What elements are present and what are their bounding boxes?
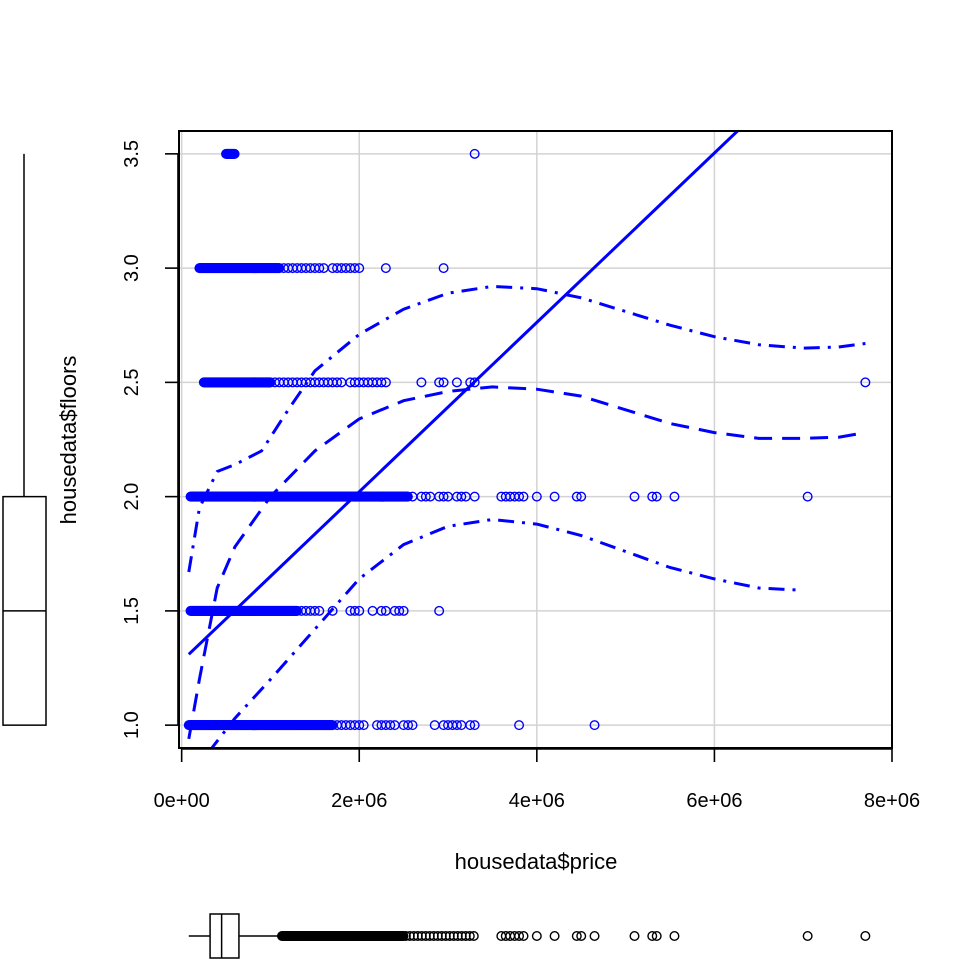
linear-fit-line — [187, 131, 739, 656]
data-point — [420, 491, 431, 502]
data-point — [651, 491, 662, 502]
data-point — [469, 377, 480, 388]
x-tick-label: 4e+06 — [509, 790, 565, 812]
data-point — [465, 377, 476, 388]
boxplot-price-outlier — [669, 931, 680, 942]
data-point — [314, 605, 325, 616]
y-tick-label: 3.0 — [121, 254, 143, 282]
boxplot-price-outlier — [464, 931, 475, 942]
y-axis: 1.0 1.5 2.0 2.5 3.0 3.5 — [121, 140, 179, 739]
data-point — [380, 377, 391, 388]
data-point — [451, 720, 462, 731]
data-point — [514, 720, 525, 731]
data-point — [647, 491, 658, 502]
plot-frame — [178, 130, 893, 749]
x-tick-label: 8e+06 — [864, 790, 920, 812]
data-point — [860, 377, 871, 388]
data-point — [332, 377, 343, 388]
boxplot-price-outlier — [514, 931, 525, 942]
data-point — [354, 263, 365, 274]
y-tick-label: 2.5 — [121, 368, 143, 396]
data-point — [380, 263, 391, 274]
y-tick-label: 1.0 — [121, 711, 143, 739]
data-point — [469, 491, 480, 502]
data-point — [469, 720, 480, 731]
boxplot-price-outlier — [860, 931, 871, 942]
boxplot-price — [188, 913, 871, 959]
data-point — [802, 491, 813, 502]
data-point — [358, 720, 369, 731]
boxplot-price-box — [209, 913, 240, 959]
data-point — [354, 720, 365, 731]
x-tick-label: 0e+00 — [154, 790, 210, 812]
data-point — [531, 491, 542, 502]
x-tick-label: 6e+06 — [686, 790, 742, 812]
data-point — [434, 377, 445, 388]
data-point — [349, 605, 360, 616]
smooth-fit-line — [187, 385, 866, 740]
data-point — [469, 148, 480, 159]
boxplot-price-outlier — [629, 931, 640, 942]
data-point — [385, 720, 396, 731]
data-point — [456, 491, 467, 502]
boxplot-price-outlier — [647, 931, 658, 942]
data-point — [629, 491, 640, 502]
data-point — [465, 720, 476, 731]
data-point — [407, 720, 418, 731]
data-point — [416, 377, 427, 388]
boxplot-price-outlier — [549, 931, 560, 942]
data-point — [394, 605, 405, 616]
data-point — [438, 263, 449, 274]
y-axis-title: housedata$floors — [56, 356, 81, 525]
boxplot-price-outlier — [589, 931, 600, 942]
boxplot-price-outlier — [576, 931, 587, 942]
data-point — [376, 377, 387, 388]
x-axis: 0e+00 2e+06 4e+06 6e+06 8e+06 — [154, 748, 920, 812]
smooth-upper-band — [187, 284, 866, 573]
data-point — [451, 377, 462, 388]
x-tick-label: 2e+06 — [331, 790, 387, 812]
y-tick-label: 2.0 — [121, 483, 143, 511]
data-point — [589, 720, 600, 731]
boxplot-price-outlier — [468, 931, 479, 942]
x-axis-title: housedata$price — [455, 849, 618, 874]
boxplot-price-outlier — [571, 931, 582, 942]
data-point — [514, 491, 525, 502]
data-point — [354, 605, 365, 616]
boxplot-price-outlier — [531, 931, 542, 942]
data-point — [229, 148, 240, 159]
y-tick-label: 3.5 — [121, 140, 143, 168]
data-point — [376, 605, 387, 616]
data-point — [438, 491, 449, 502]
plot-border — [178, 130, 893, 749]
smooth-fit-lines — [187, 131, 866, 748]
smooth-lower-band — [209, 517, 804, 748]
boxplot-price-outlier — [651, 931, 662, 942]
data-point — [549, 491, 560, 502]
boxplot-price-outlier — [802, 931, 813, 942]
data-point — [309, 605, 320, 616]
data-point — [669, 491, 680, 502]
data-point — [398, 605, 409, 616]
data-point — [314, 263, 325, 274]
data-point — [403, 720, 414, 731]
data-point — [438, 377, 449, 388]
data-point — [518, 491, 529, 502]
data-point — [402, 491, 413, 502]
data-point — [327, 605, 338, 616]
boxplot-price-outlier — [518, 931, 529, 942]
data-point — [571, 491, 582, 502]
boxplot-floors — [2, 153, 47, 726]
scatter-points — [183, 148, 871, 731]
y-tick-label: 1.5 — [121, 597, 143, 625]
data-point — [434, 605, 445, 616]
data-point — [349, 263, 360, 274]
data-point — [576, 491, 587, 502]
